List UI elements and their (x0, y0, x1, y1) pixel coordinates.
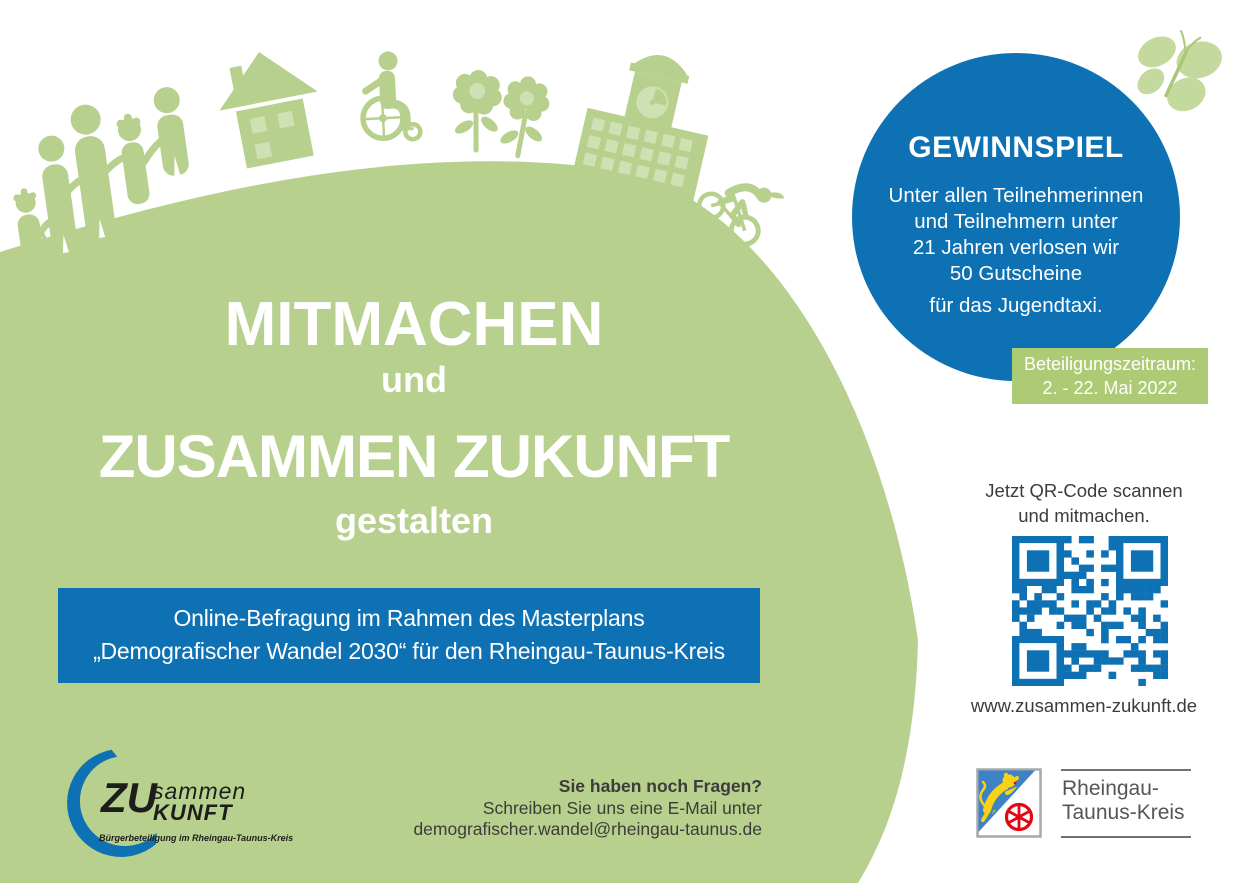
zukunft-logo-tagline: Bürgerbeteiligung im Rheingau-Taunus-Kre… (99, 833, 294, 843)
contact-email: demografischer.wandel@rheingau-taunus.de (413, 819, 762, 839)
qr-url: www.zusammen-zukunft.de (970, 695, 1198, 716)
gewinnspiel-line: für das Jugendtaxi. (929, 294, 1103, 317)
gewinnspiel-heading: GEWINNSPIEL (908, 131, 1124, 164)
wheelchair-user-icon (360, 51, 423, 142)
cyclist-icon (696, 183, 785, 247)
title-line-mitmachen: MITMACHEN (224, 290, 604, 359)
qr-caption-line: Jetzt QR-Code scannen (985, 480, 1183, 501)
rtk-name-line: Taunus-Kreis (1062, 801, 1185, 824)
rtk-rule-top (1061, 769, 1191, 771)
qr-caption-line: und mitmachen. (1018, 504, 1150, 526)
coat-of-arms-icon (976, 768, 1042, 838)
rtk-rule-bottom (1061, 836, 1191, 838)
contact-question: Sie haben noch Fragen? (558, 776, 762, 796)
qr-code (1012, 536, 1168, 686)
flowers-icon (452, 70, 550, 159)
rtk-logo: Rheingau- Taunus-Kreis (976, 768, 1206, 842)
rtk-name-line: Rheingau- (1062, 777, 1159, 800)
gewinnspiel-line: und Teilnehmern unter (914, 210, 1118, 233)
banner-line-1: Online-Befragung im Rahmen des Masterpla… (173, 605, 645, 632)
contact-block: Sie haben noch Fragen? Schreiben Sie uns… (392, 776, 762, 841)
participation-period-label: Beteiligungszeitraum: (1023, 354, 1197, 374)
butterfly-icon (1137, 30, 1222, 112)
gewinnspiel-text: Unter allen Teilnehmerinnen und Teilnehm… (852, 183, 1180, 319)
zukunft-logo: ZU sammen KUNFT Bürgerbeteiligung im Rhe… (55, 745, 293, 875)
rtk-logo-text: Rheingau- Taunus-Kreis (1062, 777, 1185, 825)
town-hall-icon (571, 55, 709, 206)
banner-line-2: „Demografischer Wandel 2030“ für den Rhe… (93, 638, 725, 664)
gewinnspiel-line: 50 Gutscheine (949, 262, 1083, 285)
participation-period-badge: Beteiligungszeitraum: 2. - 22. Mai 2022 (1012, 348, 1208, 404)
gewinnspiel-line: Unter allen Teilnehmerinnen (888, 184, 1144, 207)
gewinnspiel-line: 21 Jahren verlosen wir (912, 236, 1120, 259)
zukunft-logo-sammen: sammen (152, 778, 247, 804)
title-line-zusammen-zukunft: ZUSAMMEN ZUKUNFT (98, 423, 731, 490)
swoosh-icon (67, 749, 157, 857)
participation-period-dates: 2. - 22. Mai 2022 (1042, 378, 1178, 398)
zukunft-logo-kunft: KUNFT (153, 800, 233, 825)
zukunft-logo-zu: ZU (101, 774, 157, 821)
title-line-gestalten: gestalten (334, 500, 494, 541)
green-hill-circle (0, 161, 918, 883)
contact-instruction: Schreiben Sie uns eine E-Mail unter (482, 797, 762, 818)
qr-caption: Jetzt QR-Code scannen und mitmachen. (962, 479, 1206, 528)
title-line-und: und (381, 359, 447, 400)
gewinnspiel-circle: GEWINNSPIEL Unter allen Teilnehmerinnen … (852, 53, 1180, 381)
house-icon (219, 52, 318, 169)
people-holding-hands-icon (13, 87, 189, 265)
survey-banner: Online-Befragung im Rahmen des Masterpla… (58, 588, 760, 683)
